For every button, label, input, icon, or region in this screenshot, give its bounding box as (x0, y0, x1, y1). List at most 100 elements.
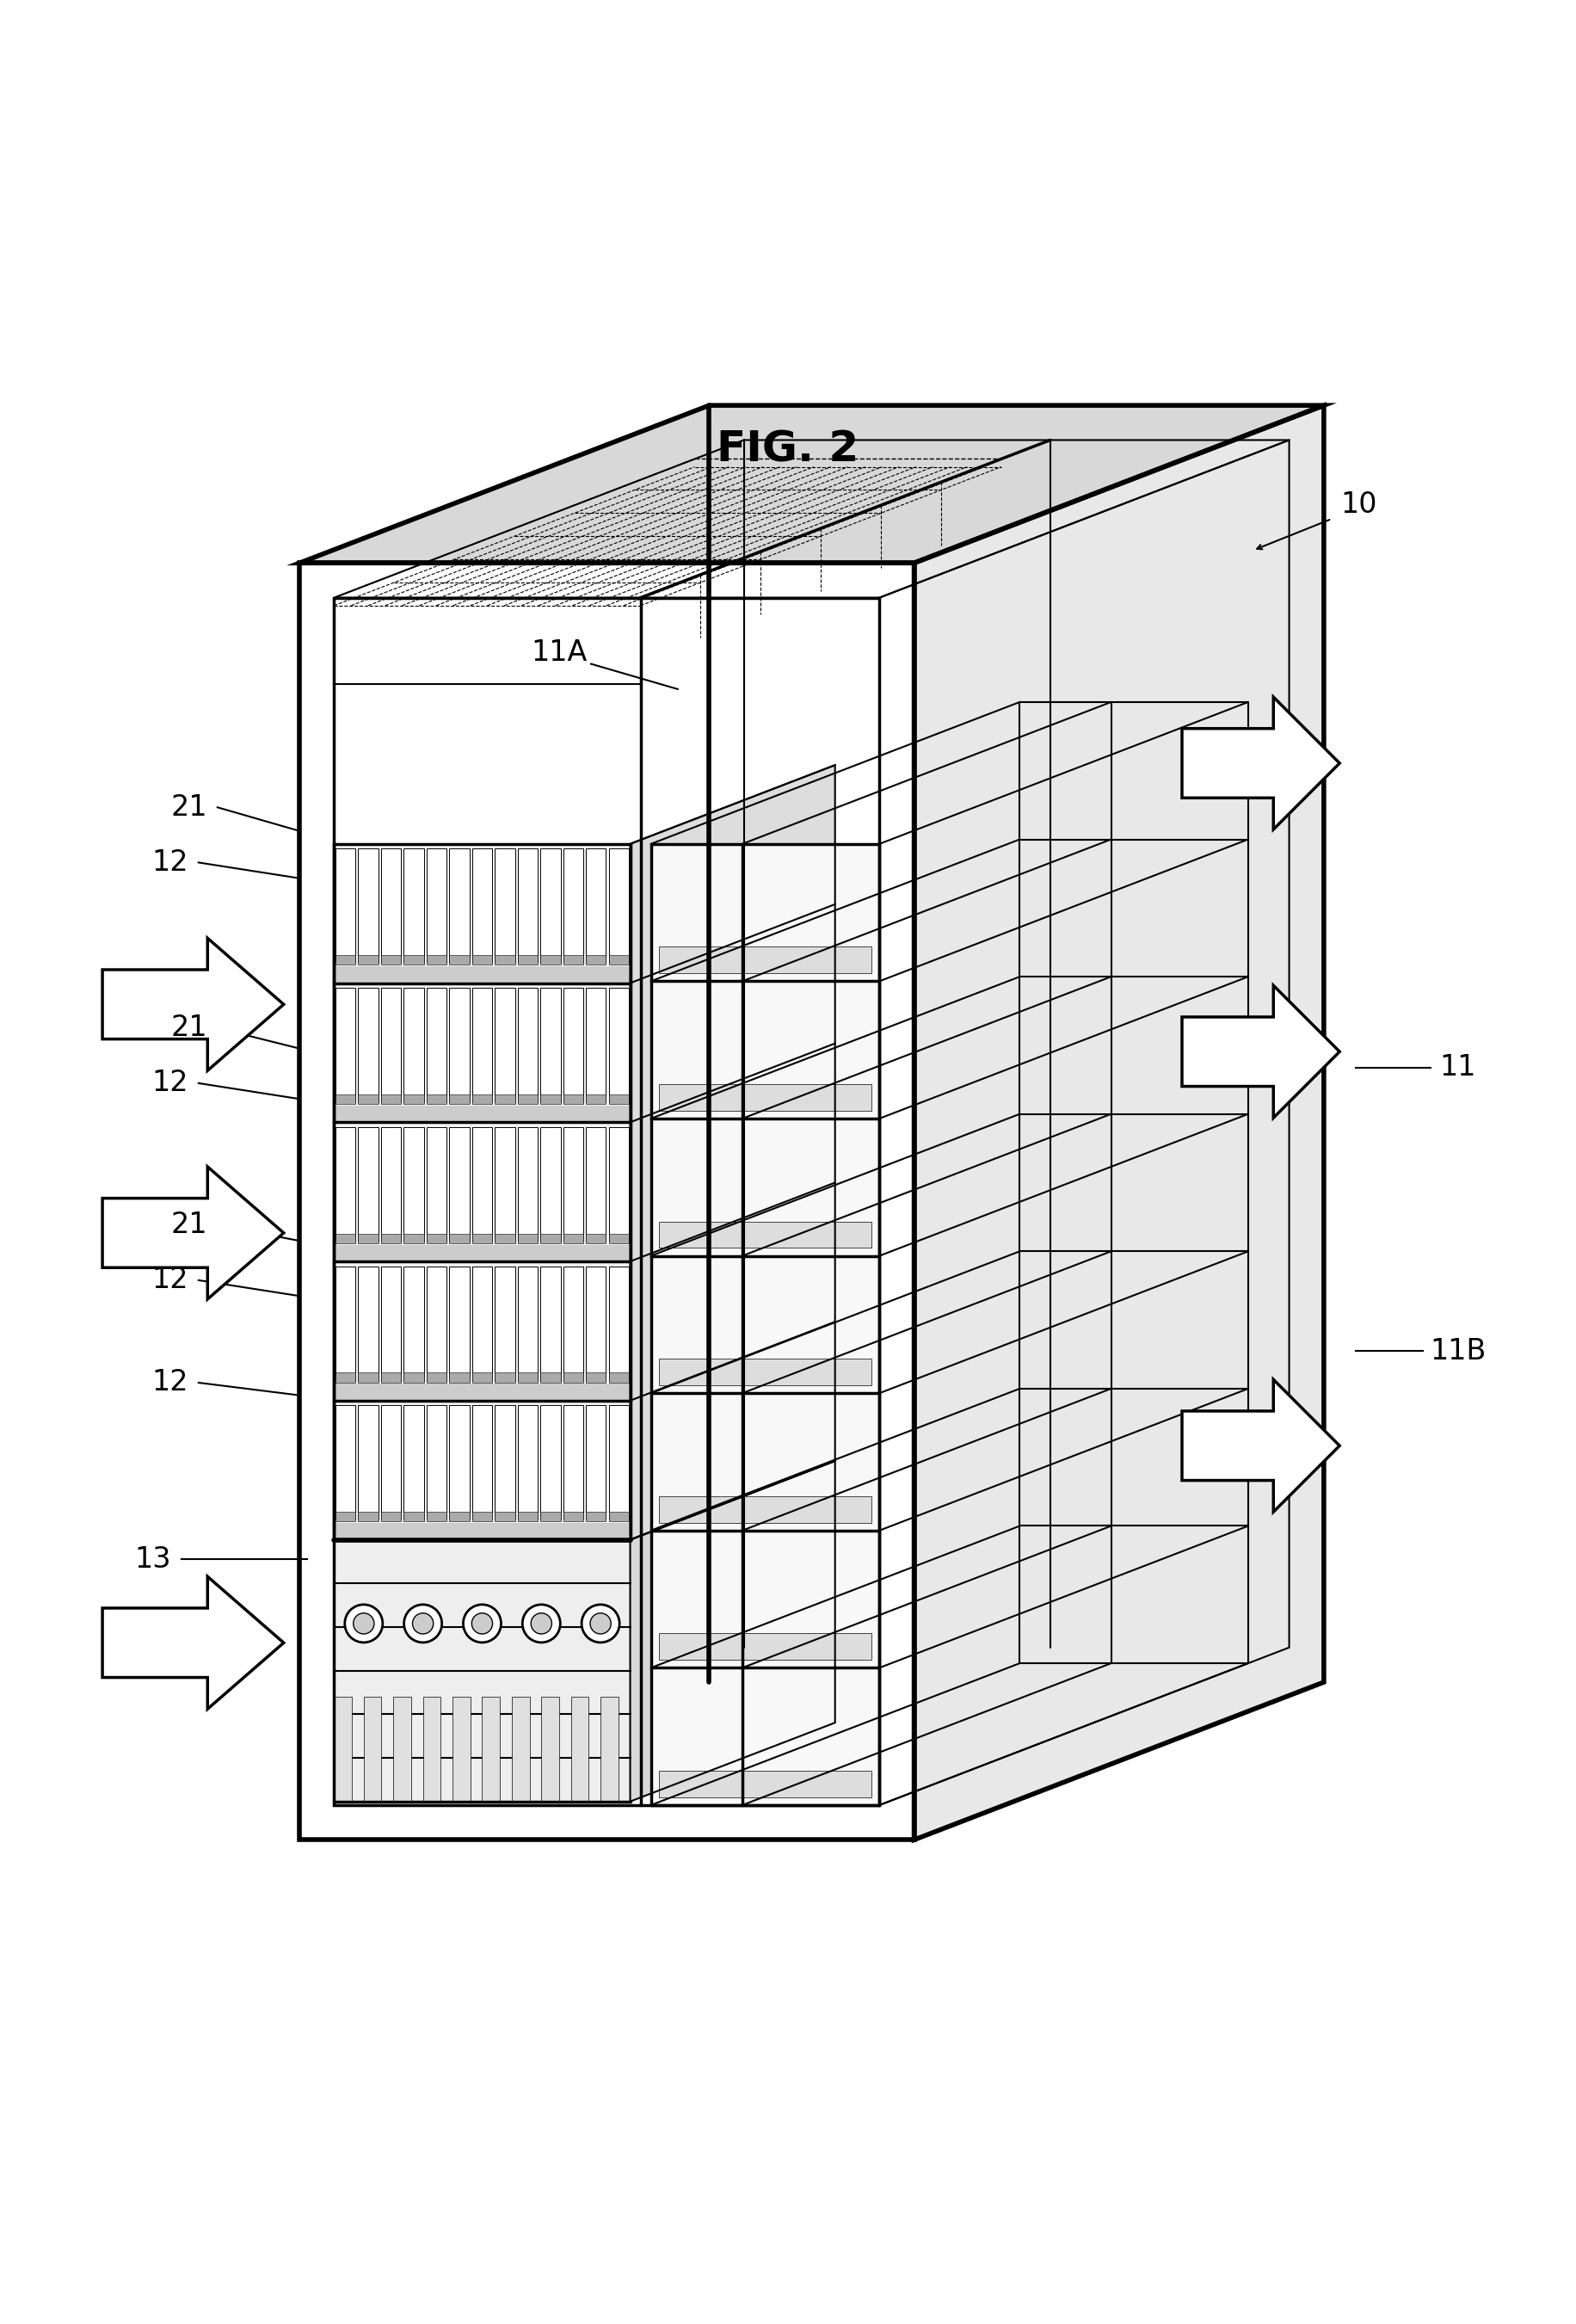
Polygon shape (563, 1127, 583, 1241)
Polygon shape (449, 1513, 470, 1522)
Polygon shape (427, 988, 446, 1102)
Polygon shape (358, 1127, 378, 1241)
Polygon shape (334, 1106, 630, 1122)
Polygon shape (381, 1234, 400, 1243)
Polygon shape (381, 988, 400, 1102)
Polygon shape (381, 1267, 400, 1380)
Polygon shape (586, 1234, 607, 1243)
Polygon shape (449, 1406, 470, 1520)
Polygon shape (495, 988, 515, 1102)
Polygon shape (495, 1267, 515, 1380)
Polygon shape (427, 1267, 446, 1380)
Polygon shape (659, 1222, 872, 1248)
Polygon shape (495, 955, 515, 964)
Polygon shape (381, 1095, 400, 1104)
Polygon shape (541, 1234, 561, 1243)
Text: 13: 13 (134, 1545, 172, 1573)
Circle shape (589, 1613, 611, 1634)
Text: 21: 21 (170, 1013, 208, 1041)
Polygon shape (102, 939, 284, 1071)
Polygon shape (630, 1462, 835, 1801)
Polygon shape (495, 1406, 515, 1520)
Polygon shape (336, 1373, 356, 1383)
Polygon shape (427, 1234, 446, 1243)
Polygon shape (334, 1522, 630, 1541)
Polygon shape (563, 1095, 583, 1104)
Polygon shape (358, 988, 378, 1102)
Polygon shape (630, 765, 835, 1541)
Polygon shape (608, 848, 629, 962)
Polygon shape (495, 1373, 515, 1383)
Polygon shape (449, 1234, 470, 1243)
Circle shape (345, 1604, 383, 1643)
Polygon shape (563, 1406, 583, 1520)
Circle shape (353, 1613, 374, 1634)
Text: 21: 21 (170, 792, 208, 820)
Polygon shape (541, 1513, 561, 1522)
Polygon shape (586, 1513, 607, 1522)
Polygon shape (358, 1513, 378, 1522)
Polygon shape (473, 955, 492, 964)
Circle shape (413, 1613, 433, 1634)
Text: 21: 21 (170, 1211, 208, 1239)
Polygon shape (586, 1406, 607, 1520)
Polygon shape (299, 562, 914, 1841)
Polygon shape (381, 848, 400, 962)
Polygon shape (381, 1513, 400, 1522)
Polygon shape (403, 955, 424, 964)
Polygon shape (914, 404, 1324, 1841)
Polygon shape (364, 1697, 381, 1801)
Polygon shape (336, 1234, 356, 1243)
Polygon shape (563, 1234, 583, 1243)
Polygon shape (336, 955, 356, 964)
Polygon shape (427, 1373, 446, 1383)
Polygon shape (403, 848, 424, 962)
Polygon shape (495, 1127, 515, 1241)
Polygon shape (495, 848, 515, 962)
Polygon shape (482, 1697, 500, 1801)
Polygon shape (541, 955, 561, 964)
Polygon shape (449, 955, 470, 964)
Polygon shape (571, 1697, 589, 1801)
Polygon shape (586, 1373, 607, 1383)
Polygon shape (473, 1127, 492, 1241)
Polygon shape (563, 988, 583, 1102)
Polygon shape (608, 1406, 629, 1520)
Text: 11B: 11B (1429, 1336, 1486, 1367)
Circle shape (403, 1604, 441, 1643)
Polygon shape (394, 1697, 411, 1801)
Polygon shape (334, 1246, 630, 1262)
Polygon shape (608, 1513, 629, 1522)
Text: 11A: 11A (531, 639, 588, 667)
Polygon shape (1182, 1380, 1340, 1513)
Polygon shape (541, 1095, 561, 1104)
Polygon shape (517, 1373, 537, 1383)
Polygon shape (608, 1095, 629, 1104)
Polygon shape (517, 955, 537, 964)
Polygon shape (473, 1513, 492, 1522)
Polygon shape (517, 1127, 537, 1241)
Polygon shape (563, 1373, 583, 1383)
Polygon shape (336, 1267, 356, 1380)
Polygon shape (495, 1513, 515, 1522)
Polygon shape (427, 1513, 446, 1522)
Polygon shape (427, 1127, 446, 1241)
Polygon shape (336, 1127, 356, 1241)
Polygon shape (403, 1127, 424, 1241)
Polygon shape (334, 844, 630, 1541)
Polygon shape (403, 1267, 424, 1380)
Circle shape (522, 1604, 561, 1643)
Polygon shape (381, 1373, 400, 1383)
Polygon shape (358, 848, 378, 962)
Polygon shape (600, 1697, 618, 1801)
Polygon shape (586, 1267, 607, 1380)
Text: 11: 11 (1439, 1053, 1477, 1081)
Polygon shape (541, 1267, 561, 1380)
Polygon shape (541, 1697, 559, 1801)
Circle shape (463, 1604, 501, 1643)
Polygon shape (517, 1513, 537, 1522)
Polygon shape (563, 1513, 583, 1522)
Polygon shape (381, 1127, 400, 1241)
Polygon shape (358, 1373, 378, 1383)
Polygon shape (427, 1406, 446, 1520)
